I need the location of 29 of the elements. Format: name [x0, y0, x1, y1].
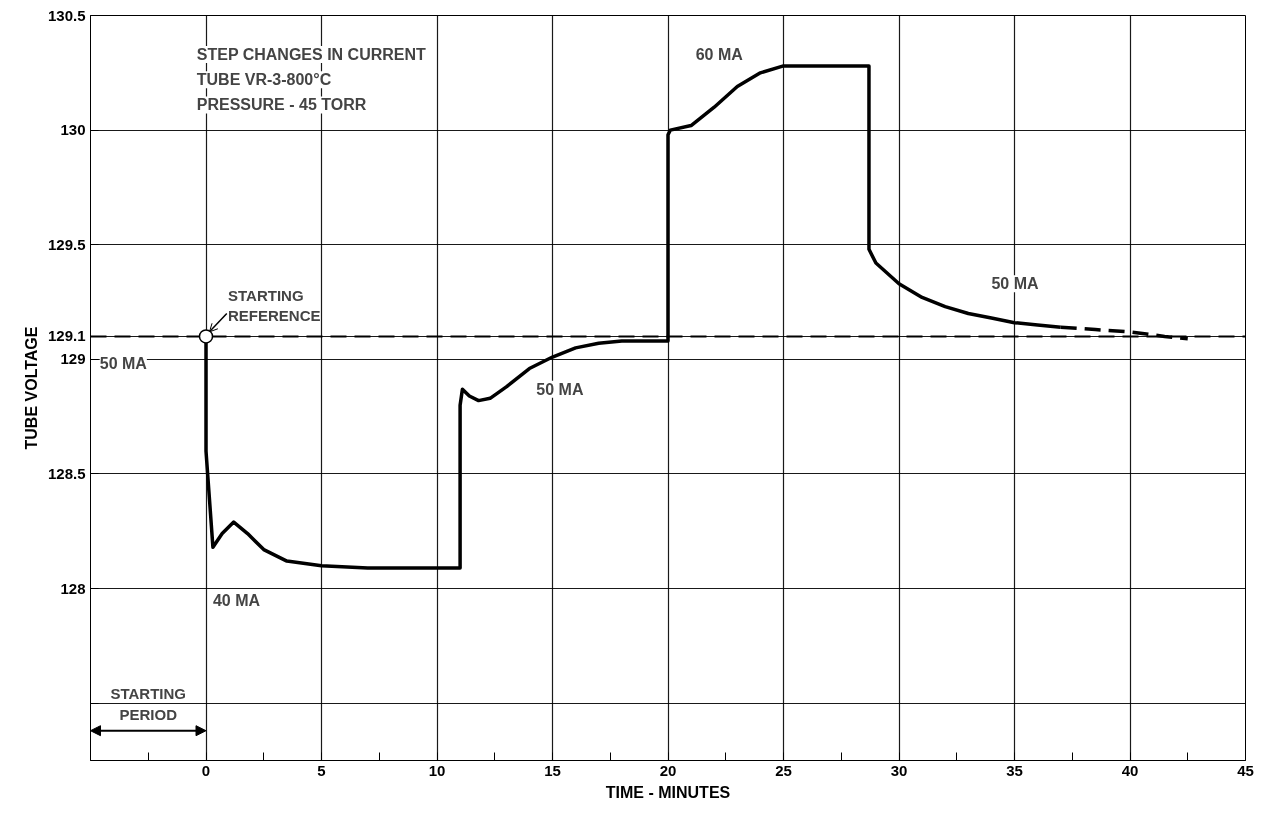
- x-tick-label: 40: [1121, 761, 1139, 779]
- annotation: 40 MA: [212, 591, 261, 609]
- annotation: TUBE VR-3-800°C: [196, 71, 332, 89]
- x-tick-label: 0: [201, 761, 211, 779]
- ref-line-label: 129.1: [47, 327, 86, 345]
- annotation: 50 MA: [536, 380, 584, 398]
- y-tick-label: 130: [60, 121, 86, 139]
- x-tick-label: 45: [1237, 761, 1254, 779]
- x-axis-title: TIME - MINUTES: [605, 783, 731, 801]
- annotation: 50 MA: [991, 275, 1039, 293]
- y-tick-label: 129.5: [47, 235, 86, 253]
- y-tick-label: 129: [60, 350, 86, 368]
- x-tick-label: 20: [659, 761, 677, 779]
- annotation: STEP CHANGES IN CURRENT: [196, 45, 427, 63]
- annotation: 50 MA: [99, 355, 148, 373]
- annotation: PRESSURE - 45 TORR: [196, 96, 367, 114]
- y-tick-label: 128: [60, 579, 86, 597]
- y-axis-title: TUBE VOLTAGE: [22, 326, 40, 450]
- x-tick-label: 15: [544, 761, 561, 779]
- annotation: STARTING PERIOD: [110, 685, 187, 723]
- y-tick-label: 130.5: [47, 6, 86, 24]
- x-tick-label: 30: [890, 761, 908, 779]
- annotation: 60 MA: [695, 45, 744, 63]
- x-tick-label: 10: [428, 761, 446, 779]
- x-tick-label: 5: [317, 761, 326, 779]
- x-tick-label: 35: [1006, 761, 1023, 779]
- annotation: STARTING REFERENCE: [228, 287, 321, 325]
- y-tick-label: 128.5: [47, 464, 86, 482]
- x-tick-label: 25: [775, 761, 792, 779]
